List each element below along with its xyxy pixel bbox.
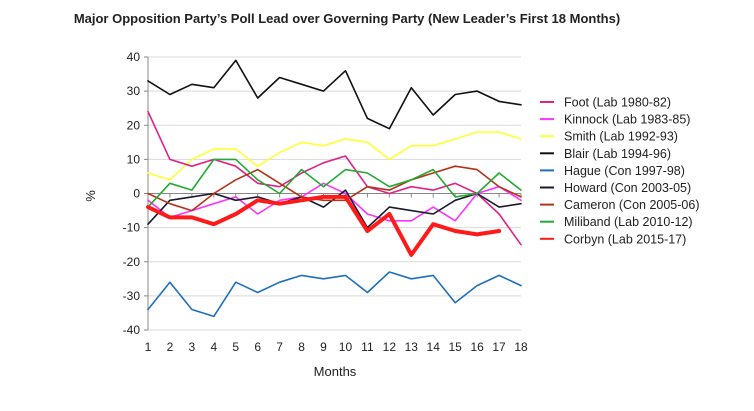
y-tick-label: 30 [127, 84, 141, 98]
x-tick-label: 1 [145, 340, 152, 354]
series-line-7 [147, 158, 522, 208]
x-tick-label: 14 [427, 340, 441, 354]
y-axis-ticks: -40 -30 -20 -10 0 10 20 30 40 [123, 50, 148, 337]
x-axis-label: Months [314, 364, 357, 379]
legend: Foot (Lab 1980-82) Kinnock (Lab 1983-85) S… [540, 96, 700, 246]
chart-title: Major Opposition Party’s Poll Lead over … [74, 11, 620, 26]
x-tick-label: 2 [167, 340, 174, 354]
series-line-0 [147, 110, 522, 246]
legend-label: Miliband (Lab 2010-12) [564, 215, 693, 229]
x-tick-label: 15 [448, 340, 462, 354]
x-tick-label: 11 [361, 340, 374, 354]
x-tick-label: 12 [383, 340, 397, 354]
series-line-4 [147, 271, 522, 318]
y-tick-label: -40 [123, 323, 141, 337]
series-line-2 [147, 131, 522, 181]
x-tick-label: 8 [298, 340, 305, 354]
legend-label: Kinnock (Lab 1983-85) [564, 113, 690, 127]
series-line-3 [147, 59, 522, 130]
x-axis-ticks: 1 2 3 4 5 6 7 8 9 10 11 12 13 14 15 16 17 18 [145, 193, 528, 354]
legend-label: Corbyn (Lab 2015-17) [564, 232, 686, 246]
y-tick-label: 20 [127, 118, 141, 132]
y-tick-label: 10 [127, 152, 141, 166]
legend-label: Howard (Con 2003-05) [564, 181, 691, 195]
x-tick-label: 4 [210, 340, 217, 354]
x-tick-label: 13 [405, 340, 419, 354]
series-line-8 [146, 194, 502, 257]
legend-label: Foot (Lab 1980-82) [564, 96, 671, 110]
y-tick-label: 0 [133, 187, 140, 201]
y-tick-label: -30 [123, 289, 141, 303]
y-axis-label: % [83, 190, 98, 202]
x-tick-label: 5 [232, 340, 239, 354]
legend-label: Blair (Lab 1994-96) [564, 147, 671, 161]
x-tick-label: 17 [492, 340, 506, 354]
legend-label: Smith (Lab 1992-93) [564, 130, 678, 144]
y-tick-label: -20 [123, 255, 141, 269]
legend-label: Cameron (Con 2005-06) [564, 198, 700, 212]
x-tick-label: 7 [276, 340, 283, 354]
x-tick-label: 6 [254, 340, 261, 354]
series-line-1 [147, 182, 522, 222]
x-tick-label: 3 [189, 340, 196, 354]
y-tick-label: -10 [123, 221, 141, 235]
series-lines [146, 59, 522, 318]
legend-label: Hague (Con 1997-98) [564, 164, 685, 178]
x-tick-label: 9 [320, 340, 327, 354]
series-line-6 [147, 165, 522, 212]
x-tick-label: 16 [470, 340, 484, 354]
x-tick-label: 18 [514, 340, 528, 354]
x-tick-label: 10 [339, 340, 353, 354]
y-tick-label: 40 [127, 50, 141, 64]
